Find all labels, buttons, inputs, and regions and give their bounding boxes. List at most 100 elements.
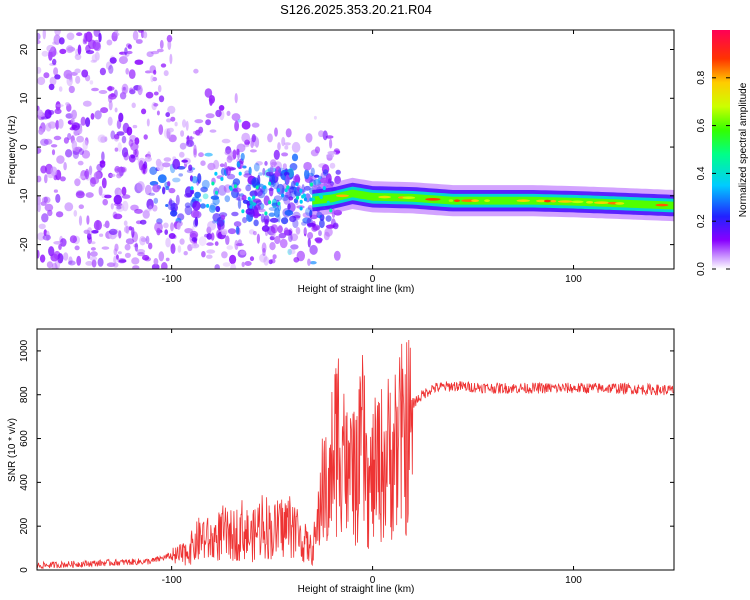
spectrogram-noise-blob [167,200,176,211]
spectrogram-noise-blob [136,249,146,254]
spectrogram-noise-blob [110,203,114,210]
spectrogram-noise-blob [90,113,95,120]
spectrogram-noise-blob [279,238,288,249]
spectrogram-noise-blob [91,87,99,92]
spectrogram-noise-blob [270,258,276,264]
spectrogram-noise-blob [145,91,154,99]
spectrogram-noise-blob [122,86,127,95]
spectrogram-noise-blob [200,186,208,193]
spectrogram-noise-blob [249,149,257,153]
spectrogram-noise-blob [209,129,217,133]
spectrogram-noise-blob [76,135,84,143]
spectrogram-noise-blob [46,44,55,53]
spectrogram-noise-blob [183,251,188,256]
spectrogram-noise-blob [315,237,323,243]
spectrogram-noise-blob [219,229,228,233]
spectrogram-noise-blob [117,142,122,153]
spectrogram-noise-blob [257,208,266,213]
spectrogram-noise-blob [99,233,104,237]
spectrogram-bright-blob [301,194,305,199]
spectrogram-noise-blob [190,209,200,219]
spectrogram-noise-blob [125,238,135,245]
spectrogram-noise-blob [86,227,93,238]
spectrogram-noise-blob [60,238,67,247]
spectrogram-noise-blob [194,191,202,199]
spectrogram-noise-blob [174,121,178,127]
spectrogram-noise-blob [78,204,85,209]
colorbar-tick-label: 0.2 [696,214,707,228]
spectrogram-noise-blob [37,32,41,41]
spectrogram-noise-blob [124,47,128,56]
spectrogram-noise-blob [56,155,65,164]
spectrogram-noise-blob [82,39,88,45]
spectrogram-noise-blob [235,243,244,247]
spectrogram-noise-blob [37,175,42,183]
spectrogram-noise-blob [40,138,49,146]
spectrogram-noise-blob [100,107,109,114]
spectrogram-noise-blob [108,93,117,100]
snr-x-tick-label: 100 [565,575,582,586]
spectrogram-bright-blob [319,195,323,200]
spectrogram-noise-blob [241,261,245,268]
spectrogram-noise-blob [119,92,127,100]
spectrogram-noise-blob [253,231,257,236]
spectrogram-noise-blob [128,226,133,231]
spectrogram-noise-blob [132,30,139,41]
spectrogram-noise-blob [185,139,195,148]
spectrogram-noise-blob [179,151,185,158]
colorbar: 0.0 0.2 0.4 0.6 0.8 Normalized spectral ampl… [696,30,749,276]
spectrogram-ridge-peak [615,202,625,205]
spectrogram-noise-blob [65,113,74,119]
spectrogram-noise-blob [239,250,246,256]
spectrogram-noise-blob [218,185,227,196]
spectrogram-noise-blob [68,85,75,94]
spectrogram-noise-blob [200,160,206,166]
spectrogram-bright-blob [238,171,242,176]
spectrogram-noise-blob [137,84,143,96]
spectrogram-noise-blob [314,146,321,154]
snr-y-ticks: 0 200 400 600 800 1000 [19,339,674,573]
spectrogram-noise-blob [301,221,307,226]
spectrogram-noise-blob [272,254,277,260]
spectrogram-noise-blob [313,174,320,178]
spectrogram-noise-blob [132,124,138,129]
snr-x-label: Height of straight line (km) [298,584,415,595]
spectrogram-noise-blob [113,213,123,220]
spectrogram-noise-blob [244,261,252,266]
spectrogram-noise-blob [93,42,102,52]
spectrogram-noise-blob [106,39,113,46]
spectrogram-noise-blob [151,263,160,269]
spectrogram-noise-blob [76,255,82,266]
spectrogram-noise-blob [307,237,311,248]
spectrogram-noise-blob [63,162,67,171]
spectrogram-noise-blob [269,165,274,176]
spectrogram-noise-blob [107,85,113,92]
snr-y-tick-label: 0 [19,567,30,573]
spectrogram-noise-blob [113,194,123,205]
spectrogram-noise-blob [67,46,76,52]
spectrogram-noise-blob [172,177,181,183]
spectrogram-noise-blob [134,148,139,158]
spectrogram-noise-blob [124,252,131,258]
spectrogram-ridge-peak [471,199,479,202]
spectrogram-noise-blob [125,68,129,75]
spectrogram-noise-blob [131,257,140,265]
spectrogram-bright-blob [322,186,326,191]
spectrogram-noise-blob [305,207,313,217]
spectrogram-noise-blob [215,109,222,118]
spectrogram-noise-blob [269,217,279,223]
spectrogram-noise-blob [53,175,58,181]
spectrogram-noise-blob [304,185,311,191]
spectrogram-noise-blob [37,109,43,116]
spectrogram-noise-blob [41,196,51,204]
spectrogram-noise-blob [139,219,147,225]
spectrogram-noise-blob [45,122,52,132]
spectrogram-bright-blob [309,182,314,187]
spectrogram-noise-blob [58,86,63,92]
spectrogram-noise-blob [210,232,215,241]
spectrogram-noise-blob [215,205,221,213]
spectrogram-noise-blob [333,250,341,261]
spectrogram-noise-blob [89,177,96,187]
spectrogram-noise-blob [64,202,74,212]
spectrogram-noise-blob [177,245,182,253]
